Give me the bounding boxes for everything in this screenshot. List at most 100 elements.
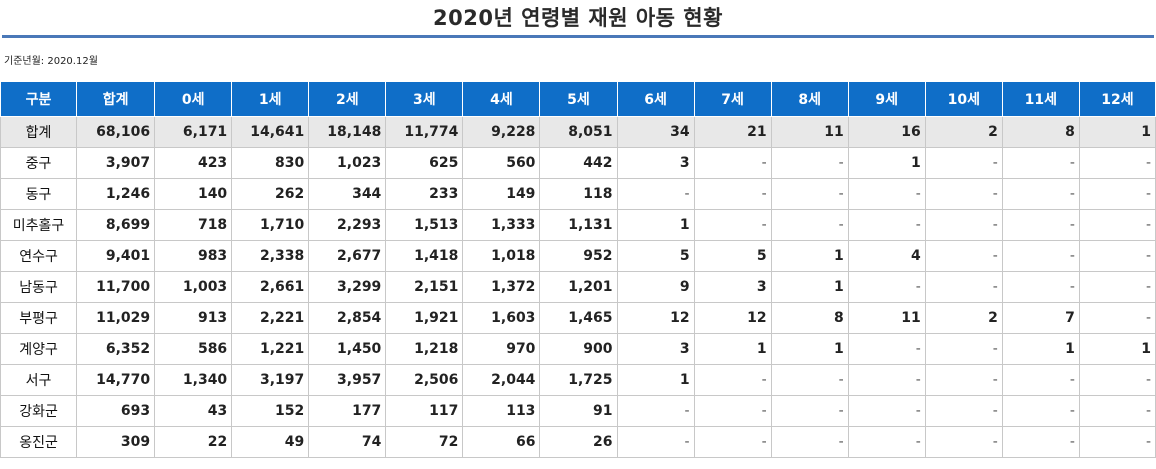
count-cell: - [693,395,772,427]
column-header: 4세 [462,81,541,117]
count-cell: 830 [231,147,310,179]
count-cell: - [847,333,926,365]
count-cell: - [616,178,695,210]
count-cell: 68,106 [76,116,156,148]
count-cell: 72 [385,426,464,458]
count-cell: 8,699 [76,209,156,241]
count-cell: - [924,271,1003,303]
count-cell: - [924,395,1003,427]
count-cell: 66 [462,426,541,458]
page-title: 2020년 연령별 재원 아동 현황 [433,6,723,30]
count-cell: 5 [616,240,695,272]
count-cell: - [693,364,772,396]
count-cell: 1,465 [539,302,618,334]
region-cell: 서구 [0,364,78,396]
count-cell: 3 [616,147,695,179]
column-header: 구분 [0,81,78,117]
count-cell: - [924,209,1003,241]
column-header: 9세 [847,81,926,117]
total-row: 합계 68,106 6,171 14,641 18,148 11,774 9,228 8,05… [0,116,1156,148]
column-header: 12세 [1078,81,1156,117]
count-cell: 1,018 [462,240,541,272]
count-cell: 140 [154,178,233,210]
column-header: 2세 [308,81,387,117]
count-cell: - [1078,240,1156,272]
count-cell: - [847,395,926,427]
count-cell: 1,333 [462,209,541,241]
count-cell: 9,401 [76,240,156,272]
count-cell: - [1001,178,1080,210]
count-cell: 2,293 [308,209,387,241]
count-cell: - [924,333,1003,365]
region-cell: 동구 [0,178,78,210]
count-cell: 970 [462,333,541,365]
count-cell: 900 [539,333,618,365]
column-header: 합계 [76,81,156,117]
count-cell: 1 [847,147,926,179]
column-header: 7세 [693,81,772,117]
count-cell: - [770,178,849,210]
count-cell: - [924,178,1003,210]
count-cell: 11 [847,302,926,334]
count-cell: 21 [693,116,772,148]
count-cell: 2,854 [308,302,387,334]
count-cell: 26 [539,426,618,458]
count-cell: 1 [770,333,849,365]
count-cell: 1,418 [385,240,464,272]
region-cell: 중구 [0,147,78,179]
count-cell: 34 [616,116,695,148]
table-header: 구분 합계 0세 1세 2세 3세 4세 5세 6세 7세 8세 9세 10세 11세 12세 [0,81,1156,117]
count-cell: - [924,426,1003,458]
count-cell: 3,957 [308,364,387,396]
count-cell: 1 [770,271,849,303]
count-cell: 2,151 [385,271,464,303]
count-cell: 560 [462,147,541,179]
count-cell: 152 [231,395,310,427]
count-cell: 1,710 [231,209,310,241]
count-cell: 5 [693,240,772,272]
count-cell: - [693,426,772,458]
column-header: 6세 [616,81,695,117]
count-cell: 2,044 [462,364,541,396]
count-cell: 1,603 [462,302,541,334]
count-cell: 3,907 [76,147,156,179]
column-header: 0세 [154,81,233,117]
count-cell: 2,338 [231,240,310,272]
count-cell: 11,700 [76,271,156,303]
table-row: 중구 3,907 423 830 1,023 625 560 442 3- -1- - - [0,147,1156,179]
count-cell: 2 [924,116,1003,148]
count-cell: 1,023 [308,147,387,179]
count-cell: 16 [847,116,926,148]
table-row: 부평구 11,029 913 2,221 2,854 1,921 1,603 1,465 12 1… [0,302,1156,334]
count-cell: 3,197 [231,364,310,396]
table-body: 합계 68,106 6,171 14,641 18,148 11,774 9,228 8,05… [0,116,1156,458]
column-header: 5세 [539,81,618,117]
count-cell: - [616,426,695,458]
count-cell: 913 [154,302,233,334]
count-cell: - [1078,364,1156,396]
count-cell: 423 [154,147,233,179]
count-cell: 14,770 [76,364,156,396]
count-cell: 1 [1078,333,1156,365]
count-cell: 1,003 [154,271,233,303]
count-cell: - [1078,178,1156,210]
count-cell: 11 [770,116,849,148]
column-header: 8세 [770,81,849,117]
reference-date: 기준년월: 2020.12월 [4,56,98,67]
count-cell: 1,201 [539,271,618,303]
count-cell: - [770,147,849,179]
count-cell: 9 [616,271,695,303]
count-cell: - [1001,364,1080,396]
count-cell: 1 [770,240,849,272]
region-cell: 강화군 [0,395,78,427]
region-cell: 계양구 [0,333,78,365]
count-cell: 262 [231,178,310,210]
count-cell: - [1001,426,1080,458]
count-cell: 1,921 [385,302,464,334]
table-row: 옹진군 309 22 49 74 72 66 26- - - - - - - [0,426,1156,458]
count-cell: - [924,240,1003,272]
count-cell: - [924,147,1003,179]
count-cell: 8,051 [539,116,618,148]
count-cell: - [1001,240,1080,272]
count-cell: - [1078,147,1156,179]
